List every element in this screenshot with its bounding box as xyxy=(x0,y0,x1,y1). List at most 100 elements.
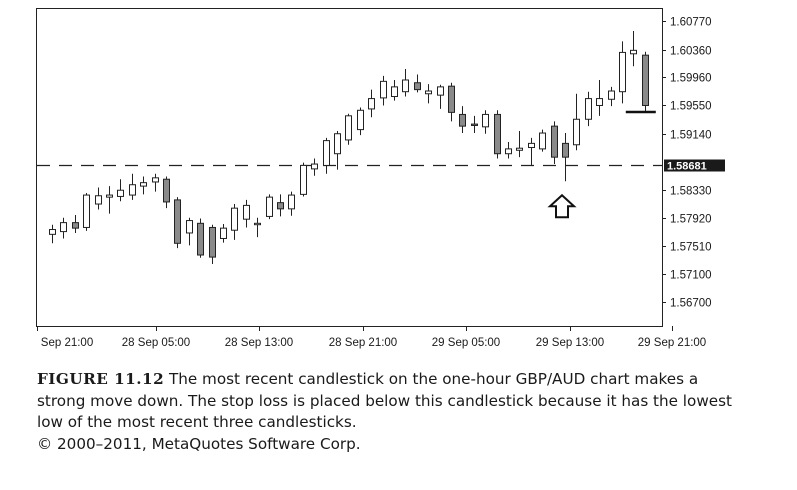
candle-body-bullish xyxy=(83,194,90,228)
current-price-tag-bg xyxy=(664,159,725,172)
candle xyxy=(277,194,284,217)
candle-body-bearish xyxy=(471,123,478,126)
candle xyxy=(596,79,603,116)
y-tick-label: 1.59550 xyxy=(670,101,712,113)
candle-body-bullish xyxy=(608,90,615,100)
candle-body-bullish xyxy=(300,164,307,195)
candle xyxy=(311,158,318,176)
candlestick-chart: 1.60770 1.60360 1.59960 1.59550 1.59140 1.583… xyxy=(36,8,725,349)
x-tick-label: 28 Sep 13:00 xyxy=(225,337,293,349)
candle-body-bullish xyxy=(539,132,546,150)
candle-body-bearish xyxy=(72,222,79,229)
candle-body-bearish xyxy=(562,142,569,158)
candle xyxy=(516,130,523,158)
candle-body-bullish xyxy=(357,109,364,131)
candle-body-bearish xyxy=(163,178,170,203)
candle-body-bullish xyxy=(106,194,113,198)
x-tick-label: 28 Sep 21:00 xyxy=(329,337,397,349)
candle-body-bullish xyxy=(368,98,375,110)
candle-body-bearish xyxy=(414,82,421,91)
y-tick-label: 1.60360 xyxy=(670,46,712,58)
candle xyxy=(642,51,649,113)
candle xyxy=(300,162,307,197)
candle-body-bullish xyxy=(49,229,56,235)
candle xyxy=(539,129,546,152)
candle-body-bullish xyxy=(266,196,273,217)
candle xyxy=(72,215,79,233)
candle-body-bullish xyxy=(482,113,489,128)
candle-body-bullish xyxy=(596,98,603,106)
candle xyxy=(106,186,113,214)
candle xyxy=(334,130,341,170)
candle-body-bullish xyxy=(186,220,193,234)
candle-body-bullish xyxy=(334,133,341,155)
candle xyxy=(619,41,626,104)
price-axis-ticks: 1.60770 1.60360 1.59960 1.59550 1.59140 1.583… xyxy=(662,17,725,310)
candle xyxy=(380,75,387,106)
candle xyxy=(254,217,261,238)
candle-body-bullish xyxy=(288,194,295,210)
figure-caption: FIGURE 11.12 The most recent candlestick… xyxy=(37,369,737,455)
candle-body-bearish xyxy=(448,85,455,113)
y-tick-label: 1.57510 xyxy=(670,242,712,254)
copyright-text: © 2000–2011, MetaQuotes Software Corp. xyxy=(37,434,361,453)
candle-body-bullish xyxy=(60,222,67,233)
candle xyxy=(60,217,67,239)
y-tick-label: 1.57920 xyxy=(670,214,712,226)
candle-body-bearish xyxy=(459,113,466,127)
candle xyxy=(163,176,170,209)
chart-canvas: 1.60770 1.60360 1.59960 1.59550 1.59140 1.583… xyxy=(36,8,725,349)
candle xyxy=(585,91,592,127)
current-price-label: 1.58681 xyxy=(667,161,707,173)
candle xyxy=(448,82,455,122)
candle-body-bearish xyxy=(277,202,284,210)
plot-frame xyxy=(36,8,663,327)
candle-body-bearish xyxy=(551,125,558,158)
candle-body-bullish xyxy=(425,90,432,95)
x-tick-label: 28 Sep 05:00 xyxy=(122,337,190,349)
candle xyxy=(630,31,637,67)
time-axis-ticks: Sep 21:00 28 Sep 05:00 28 Sep 13:00 28 Sep … xyxy=(37,326,706,349)
candle-body-bullish xyxy=(129,184,136,196)
candle xyxy=(437,84,444,109)
candle xyxy=(402,68,409,97)
y-tick-label: 1.57100 xyxy=(670,270,712,282)
candle-body-bullish xyxy=(345,115,352,141)
figure-label: FIGURE 11.12 xyxy=(37,370,165,388)
candle xyxy=(505,142,512,159)
x-tick-label: Sep 21:00 xyxy=(41,337,93,349)
candle xyxy=(482,110,489,134)
candle xyxy=(368,89,375,118)
candle-body-bearish xyxy=(642,54,649,106)
candle xyxy=(140,176,147,195)
candle-body-bullish xyxy=(231,207,238,231)
up-arrow-icon xyxy=(547,193,577,219)
candle-body-bullish xyxy=(573,118,580,146)
candle xyxy=(95,187,102,210)
candle xyxy=(209,224,216,264)
candle xyxy=(459,106,466,134)
candle-body-bullish xyxy=(437,86,444,96)
y-tick-label: 1.59960 xyxy=(670,73,712,85)
candle xyxy=(117,179,124,202)
candle xyxy=(129,173,136,200)
candle-body-bullish xyxy=(220,227,227,239)
candle xyxy=(174,197,181,249)
candle-body-bullish xyxy=(323,140,330,166)
caption-text: The most recent candlestick on the one-h… xyxy=(37,370,732,431)
candle-body-bullish xyxy=(311,163,318,170)
candle-body-bullish xyxy=(391,86,398,98)
candle xyxy=(323,137,330,174)
candle xyxy=(186,217,193,246)
candle-body-bearish xyxy=(209,226,216,258)
candle xyxy=(357,107,364,136)
candle-body-bullish xyxy=(117,189,124,197)
candle-body-bullish xyxy=(380,80,387,99)
candle-body-bullish xyxy=(516,147,523,151)
candle-body-bearish xyxy=(174,199,181,244)
candle xyxy=(528,137,535,166)
candle xyxy=(551,121,558,165)
candle-body-bullish xyxy=(630,49,637,55)
candle-body-bullish xyxy=(528,142,535,149)
y-tick-label: 1.60770 xyxy=(670,17,712,29)
